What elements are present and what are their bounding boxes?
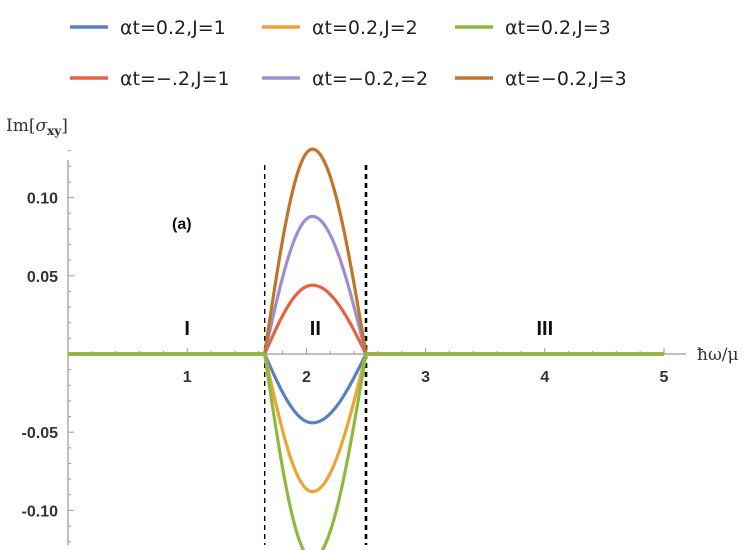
x-tick-label: 4 [540,369,549,386]
y-axis-label-sub: xy [47,124,62,138]
region-boundaries [263,165,368,545]
y-axis-label-sigma: σ [35,116,47,136]
y-axis-label-prefix: Im[ [6,116,35,136]
x-tick-label: 2 [302,369,311,386]
y-tick-label: -0.05 [22,425,59,442]
axes: 1 2 3 4 5 0.10 0.05 -0.05 -0.10 [22,150,686,545]
x-tick-label: 3 [421,369,430,386]
y-tick-label: 0.05 [27,269,58,286]
y-tick-label: 0.10 [27,191,58,208]
region-label: III [536,318,553,340]
series-line [67,352,665,550]
region-labels: I II III [184,318,553,340]
legend-entry: αt=−0.2,J=3 [505,68,627,90]
x-axis-label: ħω/μ [697,345,739,365]
legend-entry: αt=0.2,J=2 [312,17,418,39]
region-label: I [184,318,190,340]
series-line [67,147,665,356]
legend-entry: αt=−0.2,=2 [312,68,428,90]
legend-entry: αt=0.2,J=3 [505,17,611,39]
legend: αt=0.2,J=1 αt=0.2,J=2 αt=0.2,J=3 αt=−.2,J=1… [70,17,627,90]
legend-entry: αt=0.2,J=1 [120,17,226,39]
y-axis-label-suffix: ] [61,116,68,136]
legend-entry: αt=−.2,J=1 [120,68,230,90]
y-axis-label: Im[σxy] [6,116,68,138]
series-lines [67,147,665,550]
x-tick-label: 1 [183,369,192,386]
region-label: II [310,318,321,340]
x-tick-label: 5 [660,369,669,386]
panel-label: (a) [172,216,192,233]
y-tick-label: -0.10 [22,503,59,520]
